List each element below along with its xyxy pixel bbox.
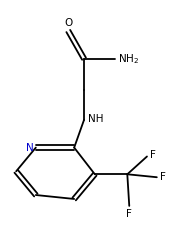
Text: N: N <box>26 143 34 153</box>
Text: NH$_2$: NH$_2$ <box>118 52 140 65</box>
Text: F: F <box>150 150 156 161</box>
Text: F: F <box>160 172 166 182</box>
Text: F: F <box>126 209 132 219</box>
Text: O: O <box>64 18 72 28</box>
Text: NH: NH <box>88 114 104 124</box>
